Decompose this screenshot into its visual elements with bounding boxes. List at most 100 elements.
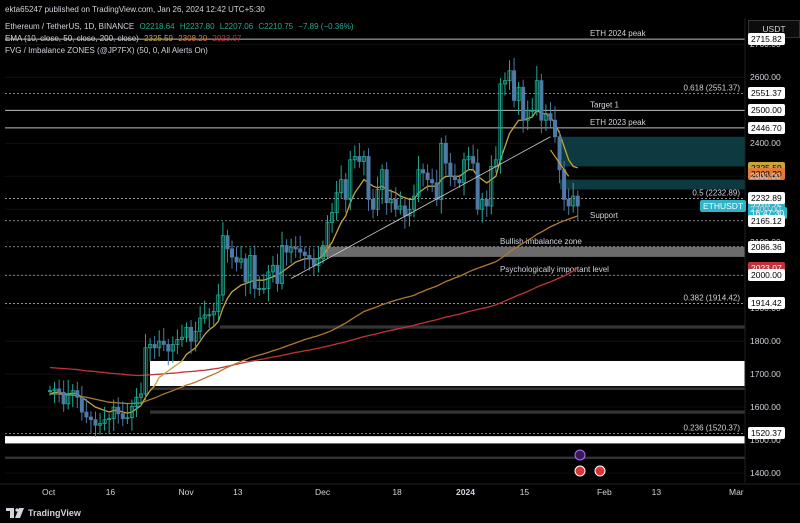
price-badge: ETHUSDT	[700, 199, 747, 212]
candle-body	[261, 288, 266, 290]
candle-body	[234, 256, 239, 263]
candle-body	[339, 179, 344, 194]
candle-body	[289, 246, 294, 253]
candle-body	[216, 294, 221, 312]
candle-body	[502, 80, 507, 85]
candle-body	[411, 195, 416, 210]
candle-body	[184, 326, 189, 338]
candle-body	[311, 258, 316, 266]
candle-body	[239, 258, 244, 263]
price-tick-label: 2300.00	[750, 171, 781, 182]
candle-body	[298, 248, 303, 253]
zone-bullish	[320, 246, 745, 257]
candle-body	[371, 198, 376, 210]
candle-body	[252, 255, 257, 289]
candle-body	[543, 113, 548, 121]
lightning-icon	[574, 449, 586, 461]
date-tick-label: 16	[105, 487, 116, 497]
close-value: C2210.75	[258, 22, 294, 31]
candle-body	[361, 156, 366, 162]
date-tick-label: 13	[651, 487, 662, 497]
open-value: O2218.64	[139, 22, 175, 31]
candle-body	[157, 340, 162, 349]
level-label: ETH 2023 peak	[590, 118, 647, 127]
level-price-badge: 2715.82	[748, 33, 785, 46]
candle-body	[148, 344, 153, 349]
candle-body	[129, 406, 134, 419]
candle-body	[66, 393, 71, 405]
tradingview-logo-icon[interactable]	[6, 508, 26, 518]
footer: TradingView	[0, 503, 800, 523]
symbol-title: Ethereum / TetherUS, 1D, BINANCE	[5, 22, 135, 31]
candle-body	[516, 86, 521, 101]
fvg-legend[interactable]: FVG / Imbalance ZONES (@JP7FX) (50, 0, A…	[5, 46, 208, 55]
zone-support	[220, 325, 745, 329]
candle-body	[79, 396, 84, 413]
price-tick-label: 2600.00	[750, 72, 781, 83]
candle-body	[280, 245, 285, 284]
candle-body	[207, 314, 212, 317]
level-label: 0.5 (2232.89)	[692, 188, 740, 197]
price-badge: 2308.20	[748, 167, 785, 180]
candle-body	[266, 271, 271, 289]
candle-body	[416, 169, 421, 197]
candle-body	[248, 255, 253, 283]
candle-body	[229, 248, 234, 258]
level-label: Support	[590, 211, 619, 220]
change-value: −7.89 (−0.36%)	[298, 22, 354, 31]
price-tick-label: 2400.00	[750, 138, 781, 149]
high-value: H2237.80	[179, 22, 215, 31]
candle-body	[343, 179, 348, 200]
candle-body	[257, 288, 262, 290]
ema-legend[interactable]: EMA (10, close, 50, close, 200, close) 2…	[5, 34, 241, 43]
candle-body	[507, 70, 512, 82]
candle-body	[220, 235, 225, 296]
candle-body	[88, 416, 93, 421]
date-tick-label: Nov	[178, 487, 194, 497]
low-value: L2207.06	[219, 22, 254, 31]
candle-body	[143, 347, 148, 395]
ema50-value: 2308.20	[178, 34, 208, 43]
candle-body	[170, 344, 175, 352]
candle-body	[557, 136, 562, 171]
level-price-badge: 2000.00	[748, 269, 785, 282]
candle-body	[357, 156, 362, 162]
zone-resistance	[560, 179, 745, 190]
candle-body	[334, 192, 339, 213]
candle-body	[393, 198, 398, 210]
candle-body	[548, 113, 553, 121]
candle-body	[389, 198, 394, 204]
price-tick-label: 2200.00	[750, 204, 781, 215]
level-price-badge: 2551.37	[748, 87, 785, 100]
price-tick-label: 1500.00	[750, 435, 781, 446]
candle-body	[98, 423, 103, 426]
zone-support	[150, 387, 745, 390]
level-label: 0.382 (1914.42)	[684, 293, 741, 302]
zone-support	[5, 436, 745, 444]
level-label: Bullish imbalance zone	[500, 237, 582, 246]
zone-support	[150, 410, 745, 414]
candle-body	[57, 388, 62, 393]
candle-body	[398, 205, 403, 210]
candle-body	[348, 159, 353, 200]
candle-body	[352, 156, 357, 161]
candle-body	[166, 344, 171, 352]
level-price-badge: 2446.70	[748, 121, 785, 134]
level-label: Psychologically important level	[500, 265, 609, 274]
candle-body	[116, 406, 121, 415]
symbol-legend[interactable]: Ethereum / TetherUS, 1D, BINANCE O2218.6…	[5, 22, 353, 31]
trend-line	[290, 136, 551, 279]
candle-body	[107, 418, 112, 421]
candle-body	[553, 119, 558, 138]
candle-body	[448, 162, 453, 177]
date-tick-label: Feb	[597, 487, 612, 497]
ema200-value: 2023.07	[212, 34, 242, 43]
candle-body	[293, 246, 298, 250]
candle-body	[70, 390, 75, 395]
flag-us-icon	[574, 465, 586, 477]
date-tick-label: Dec	[314, 487, 331, 497]
brand-name[interactable]: TradingView	[28, 508, 81, 518]
candle-body	[134, 396, 139, 407]
date-tick-label: 15	[519, 487, 530, 497]
